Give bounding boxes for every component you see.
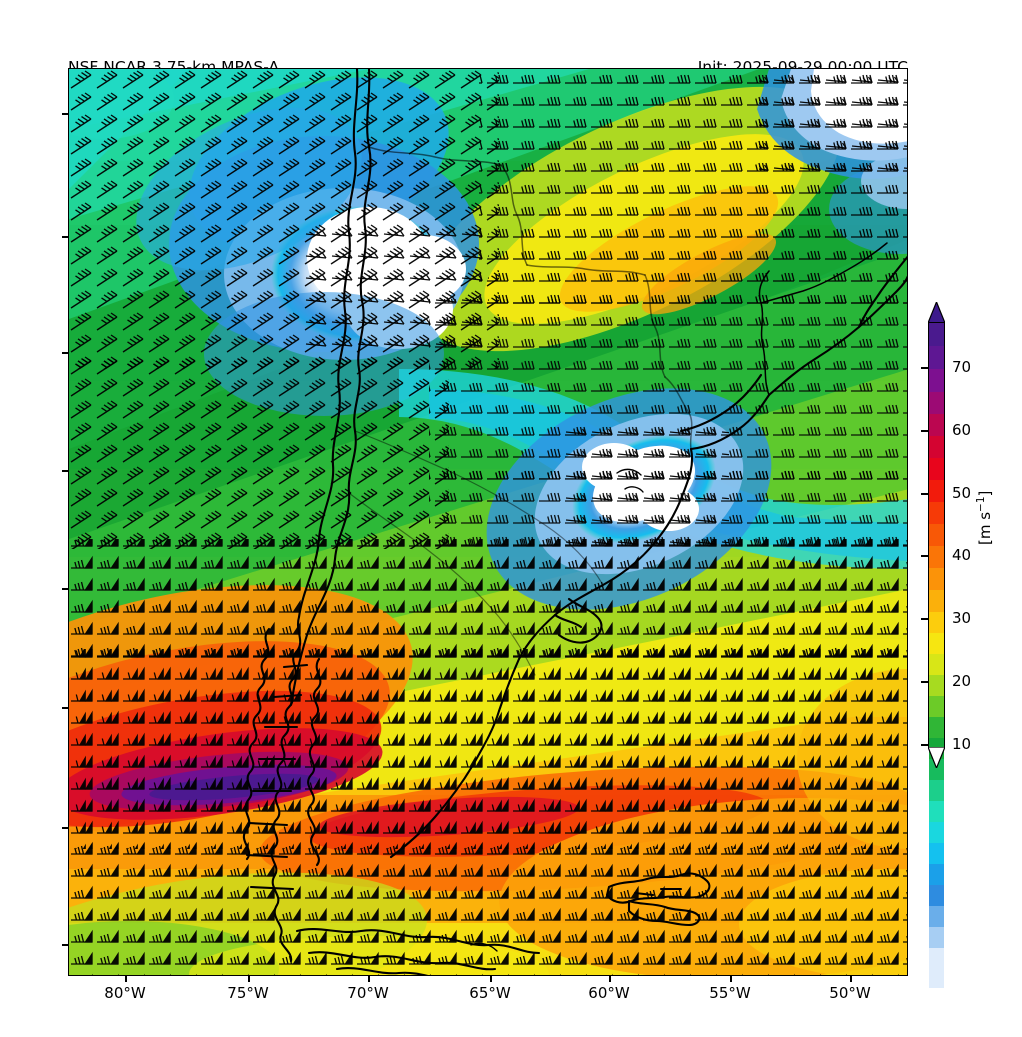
x-tick-label: 55°W: [709, 984, 751, 1002]
x-tick-label: 60°W: [588, 984, 630, 1002]
y-tick-mark: [62, 113, 68, 115]
colorbar-tick-label: 10: [952, 735, 972, 753]
x-tick-label: 70°W: [347, 984, 389, 1002]
x-tick-label: 65°W: [469, 984, 511, 1002]
map-axes: [68, 68, 908, 976]
colorbar-tick: [921, 367, 928, 369]
colorbar-tick-label: 30: [952, 609, 972, 627]
x-tick-label: 80°W: [104, 984, 146, 1002]
colorbar-tick-label: 50: [952, 484, 972, 502]
y-tick-mark: [62, 236, 68, 238]
y-tick-mark: [62, 944, 68, 946]
colorbar-tick: [921, 493, 928, 495]
wind-speed-field: [69, 69, 907, 975]
map-canvas: [69, 69, 907, 975]
x-tick-mark: [368, 976, 370, 982]
x-tick-mark: [850, 976, 852, 982]
colorbar-tick-label: 20: [952, 672, 972, 690]
colorbar-gradient: [928, 322, 945, 988]
colorbar-units-exponent: −1: [975, 496, 987, 512]
colorbar-tick: [921, 430, 928, 432]
y-tick-mark: [62, 352, 68, 354]
wind-barbs: [69, 69, 907, 975]
colorbar-axis-label: [m s−1]: [975, 490, 994, 545]
x-tick-mark: [125, 976, 127, 982]
colorbar-tick: [921, 681, 928, 683]
colorbar-tick: [921, 744, 928, 746]
colorbar-tick: [921, 618, 928, 620]
coastlines: [242, 69, 907, 975]
y-tick-mark: [62, 707, 68, 709]
colorbar-tick-label: 40: [952, 546, 972, 564]
colorbar-extend-max: [928, 302, 945, 323]
colorbar-extend-min: [928, 747, 945, 768]
x-tick-label: 50°W: [829, 984, 871, 1002]
colorbar: 10 20 30 40 50 60 70: [921, 302, 971, 988]
colorbar-tick-label: 70: [952, 358, 972, 376]
colorbar-tick: [921, 555, 928, 557]
colorbar-tick-label: 60: [952, 421, 972, 439]
x-tick-mark: [730, 976, 732, 982]
x-tick-label: 75°W: [227, 984, 269, 1002]
y-tick-mark: [62, 588, 68, 590]
y-tick-mark: [62, 827, 68, 829]
x-tick-mark: [609, 976, 611, 982]
x-tick-mark: [248, 976, 250, 982]
x-tick-mark: [490, 976, 492, 982]
y-tick-mark: [62, 470, 68, 472]
